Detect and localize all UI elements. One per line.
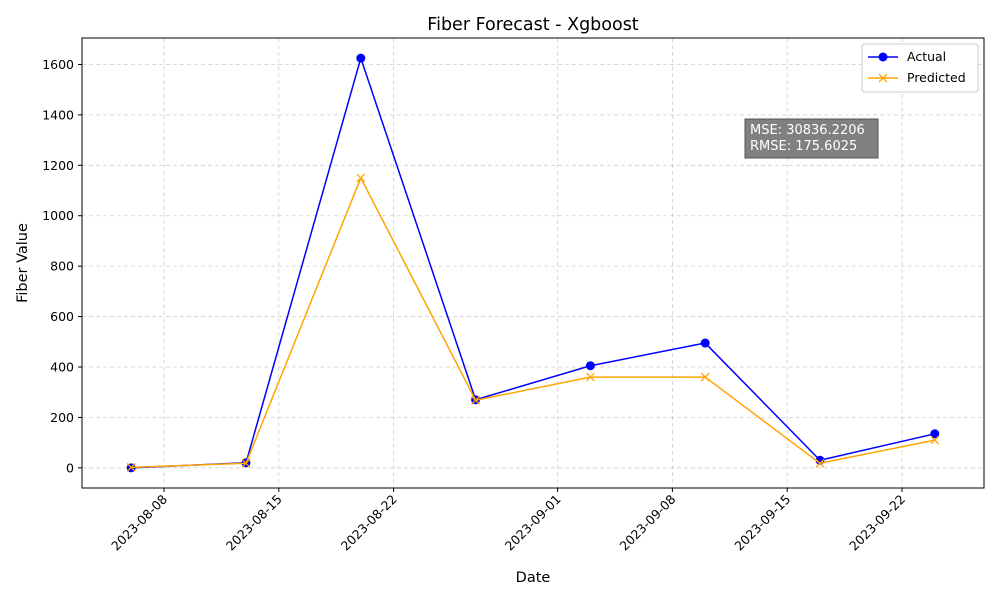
x-axis-title: Date	[516, 570, 551, 586]
legend-actual-label: Actual	[907, 49, 946, 64]
legend-predicted-marker	[878, 73, 888, 83]
grid	[82, 38, 984, 488]
data-point-predicted	[126, 462, 136, 472]
y-tick-label: 1000	[42, 208, 74, 223]
y-axis-title: Fiber Value	[15, 223, 31, 303]
series-layer	[126, 53, 940, 473]
stats-annotation: MSE: 30836.2206 RMSE: 175.6025	[744, 118, 879, 159]
y-tick-label: 600	[50, 309, 74, 324]
data-point-predicted	[700, 372, 710, 382]
data-point-actual	[700, 338, 710, 348]
y-tick-label: 400	[50, 359, 74, 374]
data-point-predicted	[585, 372, 595, 382]
data-point-actual	[930, 429, 940, 439]
legend-actual-marker	[878, 52, 888, 62]
x-tick-label: 2023-08-08	[108, 491, 170, 553]
y-tick-label: 800	[50, 259, 74, 274]
y-tick-label: 1200	[42, 158, 74, 173]
data-point-predicted	[815, 458, 825, 468]
plot-frame	[81, 37, 985, 489]
data-point-actual	[356, 53, 366, 63]
y-tick-label: 1600	[42, 57, 74, 72]
data-point-predicted	[241, 458, 251, 468]
series-predicted	[126, 173, 940, 472]
x-tick-label: 2023-09-15	[731, 492, 793, 554]
data-point-predicted	[930, 435, 940, 445]
series-actual	[126, 53, 940, 473]
chart-title: Fiber Forecast - Xgboost	[427, 15, 639, 35]
x-tick-label: 2023-08-15	[223, 492, 285, 554]
stats-mse: MSE: 30836.2206	[750, 123, 865, 138]
series-line-actual	[131, 57, 935, 469]
stats-rmse: RMSE: 175.6025	[750, 139, 857, 154]
data-point-predicted	[356, 173, 366, 183]
x-tick-label: 2023-09-22	[846, 492, 908, 554]
data-point-predicted	[471, 395, 481, 405]
series-line-predicted	[131, 177, 935, 469]
x-tick-label: 2023-09-01	[502, 492, 564, 554]
y-tick-label: 1400	[42, 107, 74, 122]
stats-box	[744, 118, 879, 159]
y-tick-label: 0	[66, 460, 74, 475]
legend: Actual Predicted	[861, 43, 979, 93]
data-point-actual	[585, 361, 595, 371]
legend-predicted-label: Predicted	[907, 70, 966, 85]
y-tick-label: 200	[50, 410, 74, 425]
x-tick-label: 2023-09-08	[617, 491, 679, 553]
legend-box	[861, 43, 979, 93]
x-tick-label: 2023-08-22	[338, 492, 400, 554]
